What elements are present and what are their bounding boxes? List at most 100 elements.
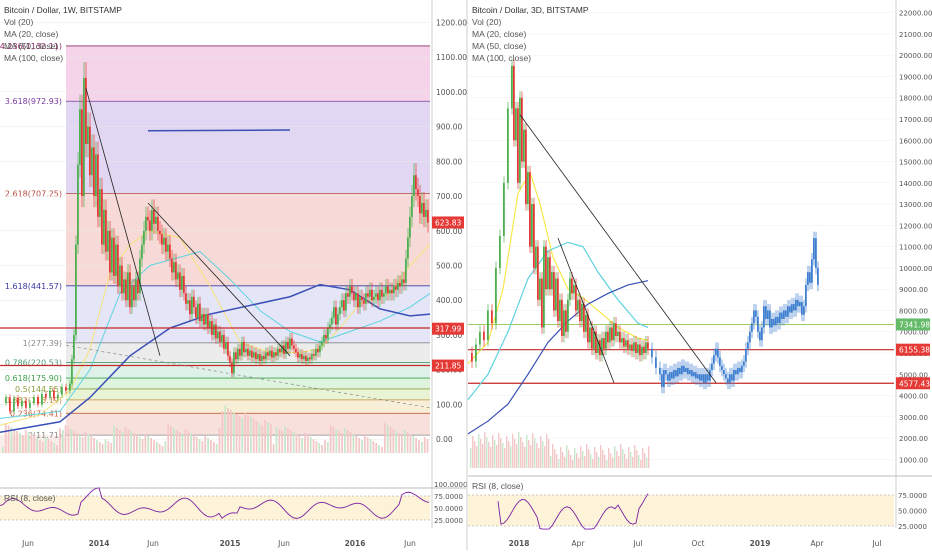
left-volume-bar: [321, 445, 323, 454]
left-candle: [401, 279, 403, 287]
left-candle: [57, 394, 59, 399]
left-rsi-label: RSI (8, close): [4, 493, 56, 503]
left-candle: [83, 77, 85, 197]
right-projection-candle: [701, 374, 703, 381]
right-candle: [557, 278, 559, 322]
left-candle: [327, 328, 329, 339]
left-volume-bar: [147, 436, 150, 454]
left-candle: [179, 272, 181, 290]
right-projection-candle: [785, 310, 787, 317]
left-volume-bar: [59, 428, 61, 454]
left-volume-bar: [150, 438, 152, 454]
left-candle: [217, 331, 219, 339]
left-candle: [49, 390, 51, 398]
left-volume-bar: [338, 431, 341, 454]
left-volume-bar: [61, 430, 64, 454]
right-rsi-tick: 50.0000: [898, 508, 927, 516]
left-volume-bar: [107, 441, 110, 454]
right-projection-candle: [687, 367, 689, 375]
right-candle: [521, 97, 523, 162]
left-candle: [197, 303, 199, 318]
left-volume-bar: [76, 433, 78, 454]
left-candle: [207, 314, 209, 329]
left-candle: [125, 279, 127, 301]
right-candle: [573, 284, 575, 294]
right-projection-candle: [735, 370, 737, 375]
left-candle: [257, 354, 259, 360]
left-candle: [191, 296, 193, 315]
left-indicator-ma50: MA (50, close): [4, 41, 59, 51]
left-volume-bar: [238, 416, 241, 454]
left-candle: [273, 352, 275, 358]
left-volume-bar: [324, 440, 326, 454]
left-candle: [383, 293, 385, 297]
left-volume-bar: [70, 429, 73, 454]
right-projection-candle: [795, 299, 797, 311]
right-volume-bar: [630, 452, 632, 468]
left-candle: [329, 324, 331, 329]
left-candle: [69, 383, 71, 391]
left-candle: [357, 293, 359, 308]
left-candle: [347, 293, 349, 297]
left-candle: [403, 279, 405, 283]
left-candle: [139, 258, 141, 294]
left-candle: [263, 355, 265, 360]
left-volume-bar: [27, 432, 30, 454]
right-volume-bar: [560, 447, 562, 468]
left-candle: [175, 262, 177, 280]
right-projection-candle: [733, 370, 735, 381]
left-volume-bar: [19, 433, 21, 454]
right-candle: [623, 338, 625, 347]
left-volume-bar: [381, 447, 383, 454]
right-volume-bar: [588, 449, 590, 468]
left-candle: [145, 216, 147, 231]
right-candle: [563, 310, 565, 336]
right-volume-bar: [606, 460, 608, 468]
left-y-tick-label: 100.00: [436, 400, 462, 409]
left-volume-bar: [7, 425, 10, 454]
left-candle: [367, 293, 369, 297]
right-projection-candle: [739, 367, 741, 373]
left-candle: [241, 341, 243, 356]
right-projection-candle: [773, 318, 775, 326]
left-volume-bar: [378, 445, 380, 454]
fib-level-label: 0.618(175.90): [5, 374, 62, 383]
right-candle: [491, 310, 493, 324]
right-projection-candle: [703, 374, 705, 383]
right-price-tag-text: 7341.98: [899, 320, 930, 329]
right-volume-bar: [624, 454, 626, 468]
left-volume-bar: [133, 433, 135, 454]
left-candle: [253, 352, 255, 358]
left-candle: [155, 216, 157, 224]
left-candle: [419, 196, 421, 214]
right-volume-bar: [576, 453, 578, 468]
right-candle: [553, 272, 555, 311]
left-volume-bar: [201, 441, 204, 454]
right-volume-bar: [646, 458, 648, 468]
right-volume-bar: [472, 436, 474, 468]
left-volume-bar: [329, 425, 332, 454]
right-volume-bar: [610, 453, 612, 468]
left-indicator-vol: Vol (20): [4, 17, 34, 27]
left-candle: [21, 400, 23, 407]
right-candle: [597, 340, 599, 353]
left-candle: [121, 265, 123, 294]
right-candle: [637, 344, 639, 353]
right-volume-bar: [520, 437, 522, 468]
right-candle: [519, 97, 521, 183]
left-volume-bar: [278, 429, 281, 454]
left-volume-bar: [67, 427, 70, 454]
left-y-tick-label: 700.00: [436, 192, 462, 201]
right-projection-candle: [749, 331, 751, 343]
left-volume-bar: [306, 435, 309, 454]
fib-band: [66, 378, 430, 389]
right-candle: [561, 299, 563, 336]
right-volume-bar: [516, 444, 518, 468]
left-rsi-line: [0, 487, 430, 519]
left-volume-bar: [36, 438, 38, 454]
left-volume-bar: [195, 437, 198, 454]
right-candle: [567, 299, 569, 332]
left-candle: [77, 164, 79, 245]
right-volume-bar: [570, 455, 572, 468]
right-projection-candle: [755, 310, 757, 317]
